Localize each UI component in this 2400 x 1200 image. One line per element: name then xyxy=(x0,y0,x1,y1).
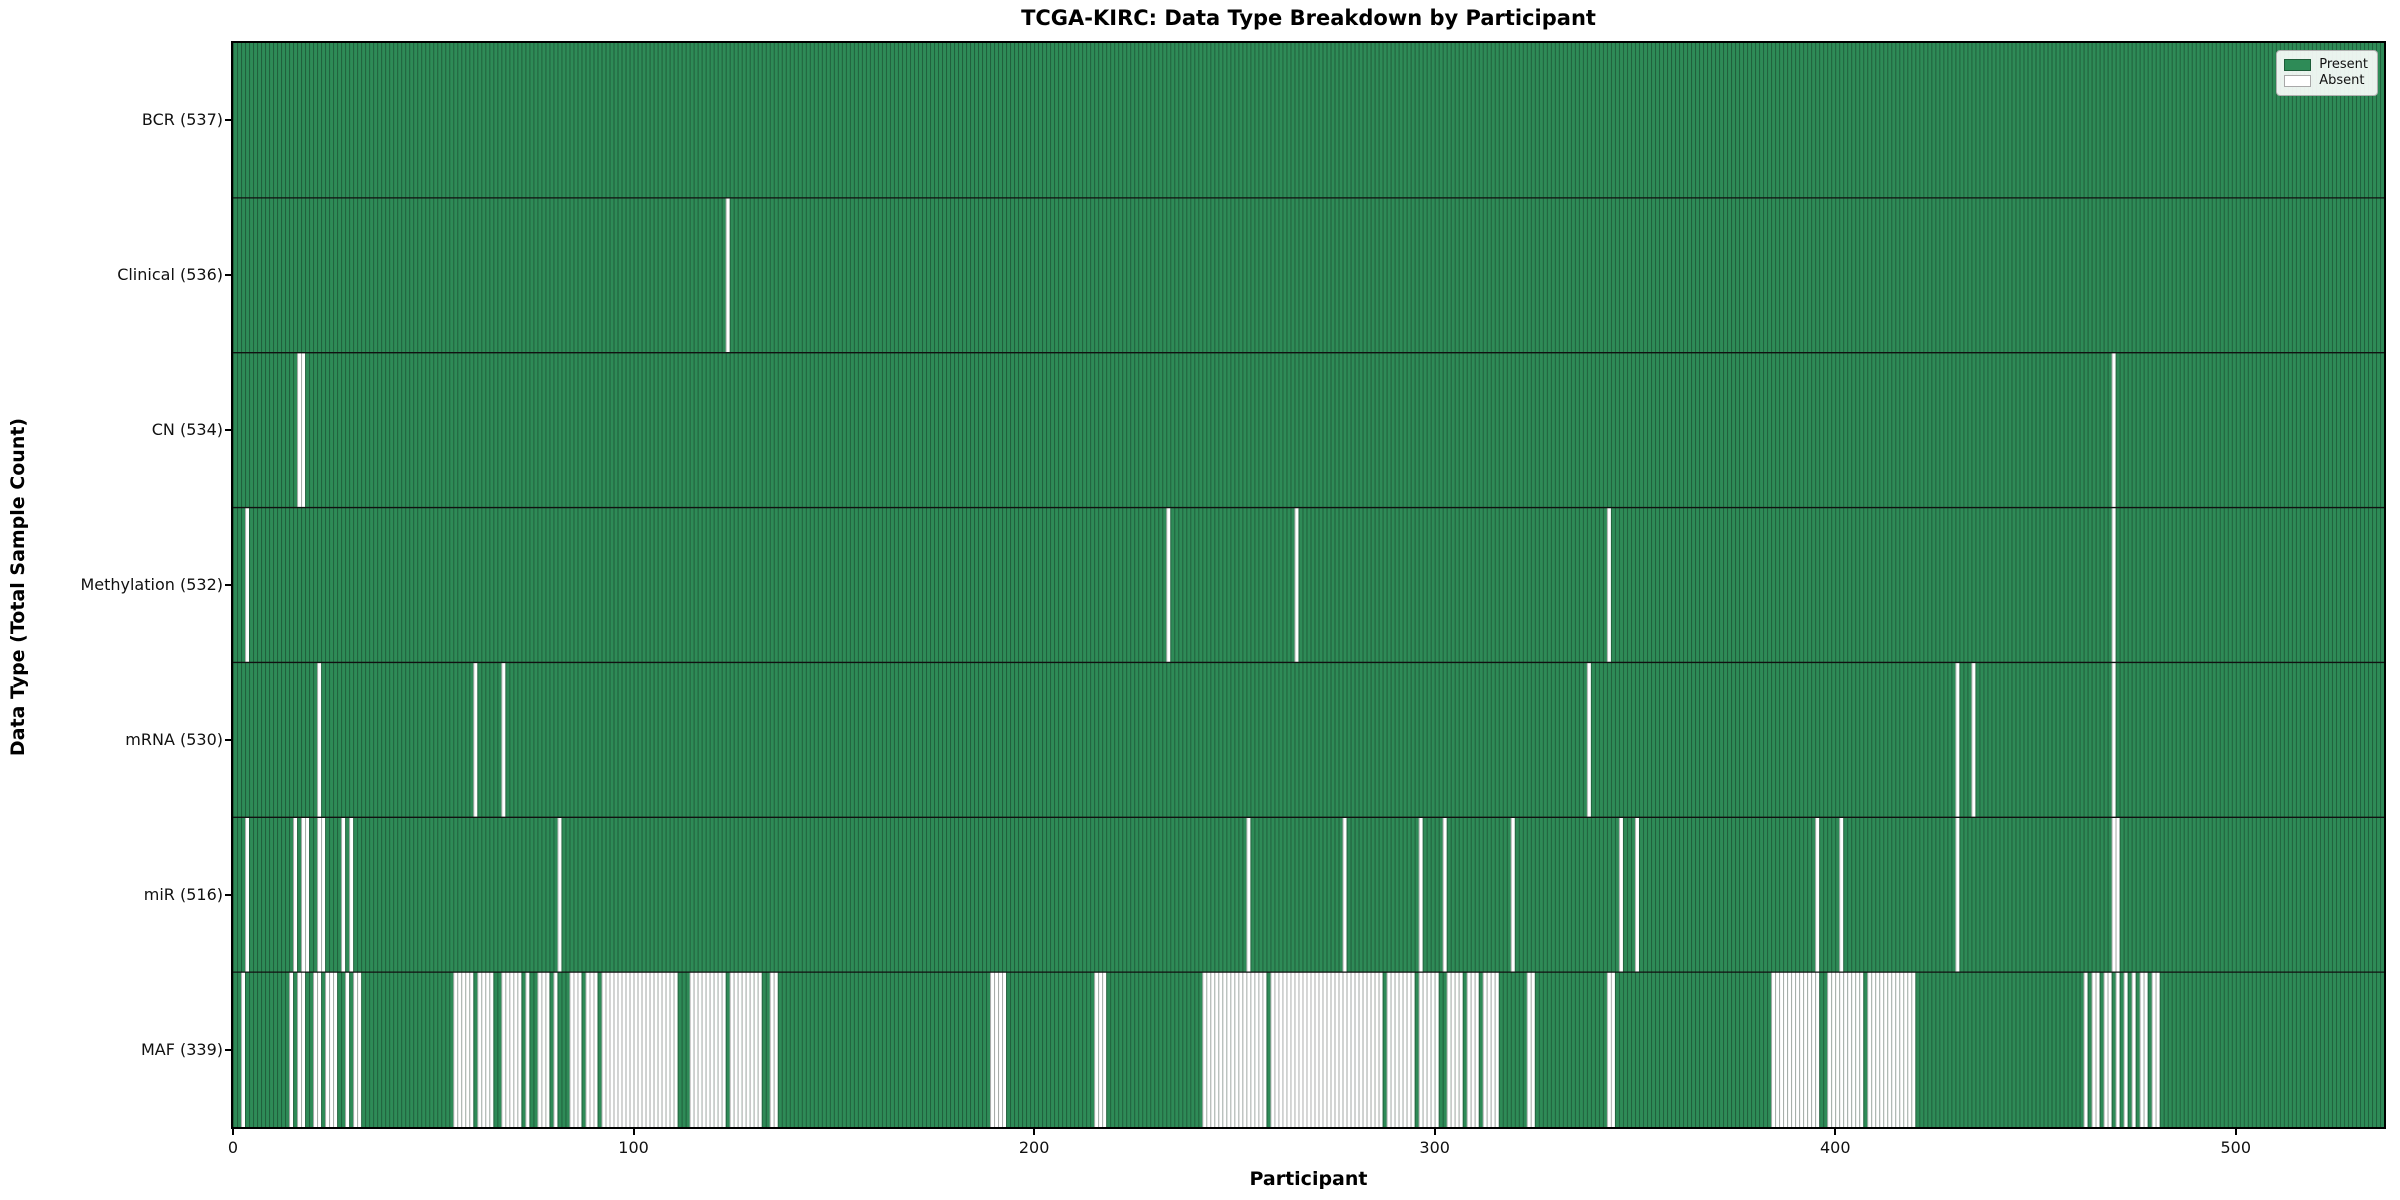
ytick-mark xyxy=(225,274,233,277)
xtick-mark xyxy=(1033,1127,1036,1135)
xtick-label-200: 200 xyxy=(1018,1138,1050,1157)
ytick-label-Clinical: Clinical (536) xyxy=(117,265,223,285)
ytick-label-MAF: MAF (339) xyxy=(140,1039,223,1059)
x-axis-title: Participant xyxy=(1249,1168,1368,1190)
present-swatch-icon xyxy=(2284,59,2312,71)
chart-title: TCGA-KIRC: Data Type Breakdown by Partic… xyxy=(1021,6,1596,30)
xtick-label-400: 400 xyxy=(1819,1138,1851,1157)
ytick-mark xyxy=(225,893,233,896)
ytick-mark xyxy=(225,1048,233,1051)
legend-label-absent: Absent xyxy=(2319,73,2365,88)
xtick-label-500: 500 xyxy=(2220,1138,2252,1157)
ytick-mark xyxy=(225,584,233,586)
ytick-mark xyxy=(225,738,233,741)
ytick-label-CN: CN (534) xyxy=(151,420,223,440)
xtick-mark xyxy=(2234,1127,2237,1135)
ytick-mark xyxy=(225,119,233,122)
legend: Present Absent xyxy=(2276,50,2378,96)
legend-item-present: Present xyxy=(2284,58,2368,72)
xtick-mark xyxy=(1834,1127,1837,1135)
legend-item-absent: Absent xyxy=(2284,74,2368,88)
legend-label-present: Present xyxy=(2319,57,2368,72)
ytick-label-miR: miR (516) xyxy=(143,884,223,904)
ytick-label-BCR: BCR (537) xyxy=(141,110,223,130)
absent-swatch-icon xyxy=(2284,75,2312,87)
plot-area xyxy=(233,43,2384,1127)
xtick-mark xyxy=(1433,1127,1436,1135)
xtick-label-100: 100 xyxy=(618,1138,649,1157)
ytick-label-mRNA: mRNA (530) xyxy=(125,729,223,749)
xtick-mark xyxy=(632,1127,635,1135)
ytick-label-Methylation: Methylation (532) xyxy=(80,575,223,594)
xtick-mark xyxy=(232,1127,234,1135)
xtick-label-0: 0 xyxy=(227,1138,239,1157)
xtick-label-300: 300 xyxy=(1419,1138,1450,1157)
ytick-mark xyxy=(225,429,233,432)
